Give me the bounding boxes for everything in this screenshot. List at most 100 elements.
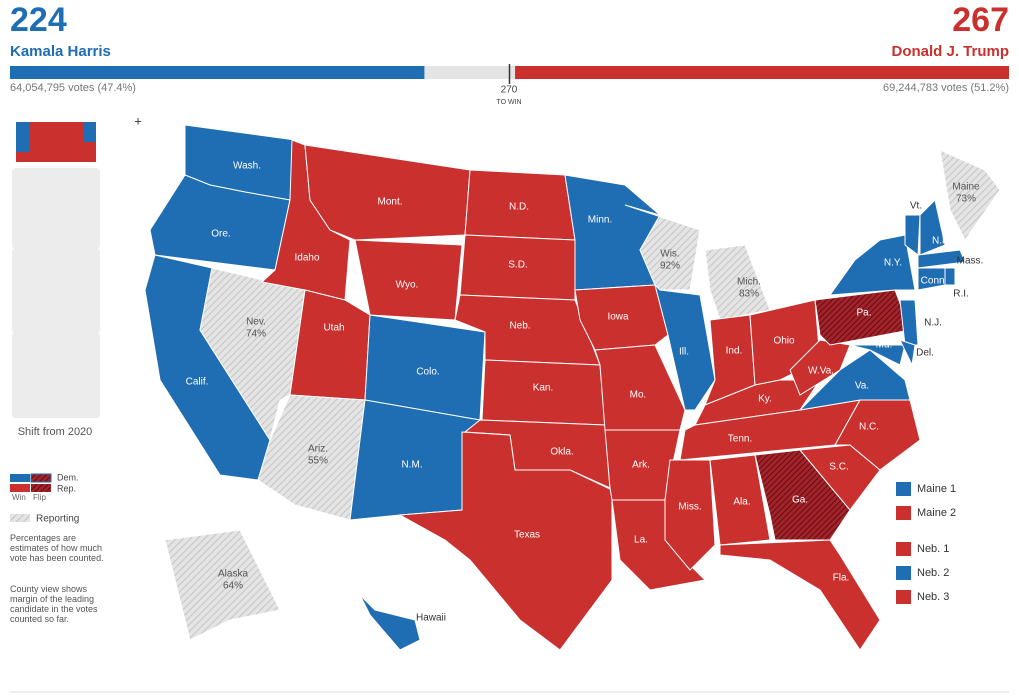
trump-name: Donald J. Trump: [891, 43, 1009, 60]
state: S.D.: [459, 234, 576, 301]
state-label: Calif.: [186, 377, 209, 388]
district-label: Neb. 2: [917, 567, 949, 579]
state-shape: [789, 339, 851, 396]
district-label: Maine 1: [917, 483, 956, 495]
state-label: Wis.: [660, 249, 679, 260]
state-label: Kan.: [533, 383, 554, 394]
state: N.J.: [899, 299, 942, 346]
state-label: Miss.: [678, 502, 701, 513]
state-label: R.I.: [953, 289, 969, 300]
state-label: Ohio: [773, 336, 795, 347]
state: Fla.: [719, 539, 881, 651]
thumb-blue: [84, 122, 96, 142]
state-label: Ga.: [792, 495, 808, 506]
state-shape: [899, 299, 919, 346]
legend-rep-flip: [31, 484, 51, 492]
state-label: Conn.: [921, 276, 948, 287]
district-swatch: [896, 566, 911, 580]
state-shape: [398, 431, 613, 651]
note: Percentages are estimates of how much vo…: [10, 533, 104, 563]
district-label: Neb. 1: [917, 543, 949, 555]
state: N.M.: [349, 399, 481, 521]
state-shape: [719, 539, 881, 651]
state-label: N.H.: [932, 236, 952, 247]
state: Del.: [899, 339, 934, 367]
state-label: Texas: [514, 530, 540, 541]
state-shape: [704, 244, 771, 321]
state: Kan.: [481, 359, 606, 426]
state-reporting: 73%: [956, 194, 976, 205]
district-swatch: [896, 542, 911, 556]
trump-bar: [515, 66, 1009, 79]
district-label: Maine 2: [917, 507, 956, 519]
state-shape: [814, 289, 911, 346]
state-shape: [899, 339, 916, 367]
state-shape: [828, 234, 916, 296]
state: W.Va.: [789, 339, 851, 396]
state-label: N.D.: [509, 202, 529, 213]
state-label: Idaho: [294, 253, 319, 264]
state-label: La.: [634, 535, 648, 546]
legend-label: Flip: [33, 493, 46, 502]
note: County view shows margin of the leading …: [10, 584, 98, 624]
state-shape: [709, 454, 771, 546]
state-label: Ariz.: [308, 444, 328, 455]
state-label: Fla.: [833, 573, 850, 584]
state: Conn.: [917, 267, 948, 291]
state-label: S.C.: [829, 462, 848, 473]
zoom-button[interactable]: +: [134, 113, 142, 128]
legend-dem-flip: [30, 473, 52, 483]
state-label: Okla.: [550, 447, 573, 458]
state: Minn.: [564, 174, 661, 291]
legend-reporting: [10, 514, 30, 522]
legend-label: Rep.: [57, 483, 76, 493]
state: Mo.: [594, 344, 686, 431]
legend-dem-win: [10, 474, 30, 482]
state-label: Minn.: [588, 215, 612, 226]
state-label: Pa.: [856, 308, 871, 319]
state-label: Neb.: [509, 321, 530, 332]
state-label: Wyo.: [396, 280, 419, 291]
state-label: Colo.: [416, 367, 439, 378]
state-label: W.Va.: [808, 366, 834, 377]
state-label: N.J.: [924, 318, 942, 329]
state-label: Nev.: [246, 317, 266, 328]
legend-rep-win: [10, 484, 30, 492]
state-shape: [359, 594, 421, 651]
state: Pa.: [814, 289, 911, 346]
trump-ev: 267: [952, 1, 1009, 39]
state-label: Mich.: [737, 277, 761, 288]
state-label: N.C.: [859, 422, 879, 433]
view-option[interactable]: Shift from 2020: [12, 332, 100, 438]
state-label: Ark.: [632, 460, 650, 471]
harris-name: Kamala Harris: [10, 43, 111, 60]
state: N.H.: [919, 199, 952, 256]
state-label: Md.: [876, 340, 893, 351]
district-swatch: [896, 590, 911, 604]
state-reporting: 55%: [308, 456, 328, 467]
state: Ariz.55%: [257, 394, 366, 521]
state-label: Del.: [916, 348, 934, 359]
trump-votes: 69,244,783 votes (51.2%): [883, 82, 1009, 94]
threshold-label: TO WIN: [496, 99, 521, 106]
state-label: N.Y.: [884, 258, 902, 269]
state: Texas: [398, 431, 613, 651]
legend-label: Win: [12, 493, 26, 502]
state-label: Va.: [855, 381, 869, 392]
state-label: Mass.: [957, 256, 984, 267]
state-reporting: 83%: [739, 289, 759, 300]
harris-bar: [10, 66, 425, 79]
state: Mich.83%: [704, 244, 771, 321]
state-label: N.M.: [401, 460, 422, 471]
state-shape: [654, 283, 716, 411]
state-label: Alaska: [218, 569, 248, 580]
state-label: Wash.: [233, 161, 261, 172]
state-reporting: 92%: [660, 261, 680, 272]
view-label: Shift from 2020: [18, 426, 93, 438]
state-shape: [944, 267, 956, 286]
state-label: S.D.: [508, 260, 527, 271]
state: Ill.: [654, 283, 716, 411]
state-reporting: 74%: [246, 329, 266, 340]
